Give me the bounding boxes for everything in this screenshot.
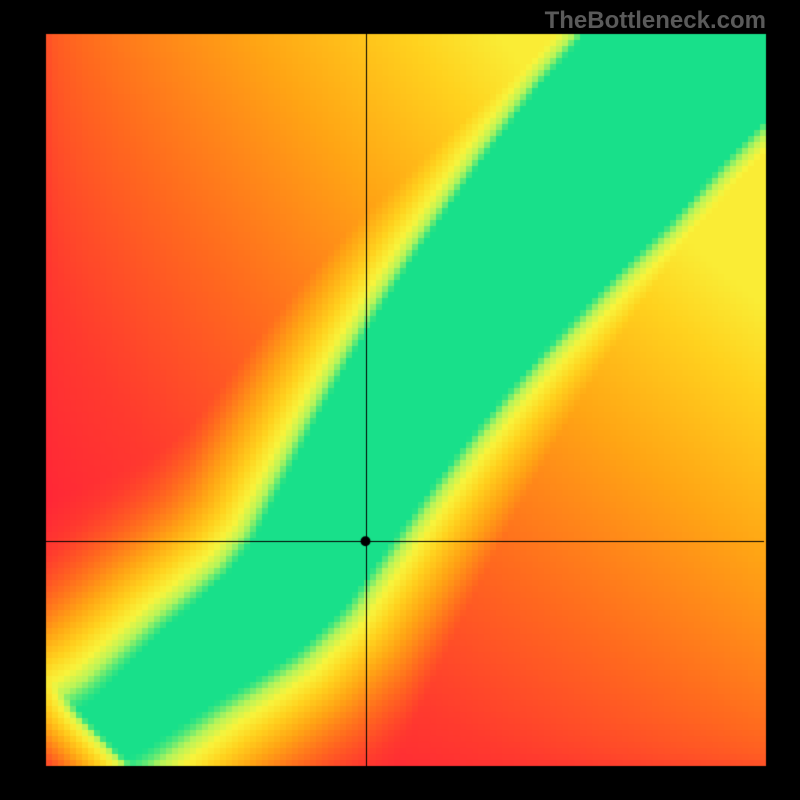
- heatmap-plot: [0, 0, 800, 800]
- chart-container: TheBottleneck.com: [0, 0, 800, 800]
- attribution-text: TheBottleneck.com: [545, 7, 766, 35]
